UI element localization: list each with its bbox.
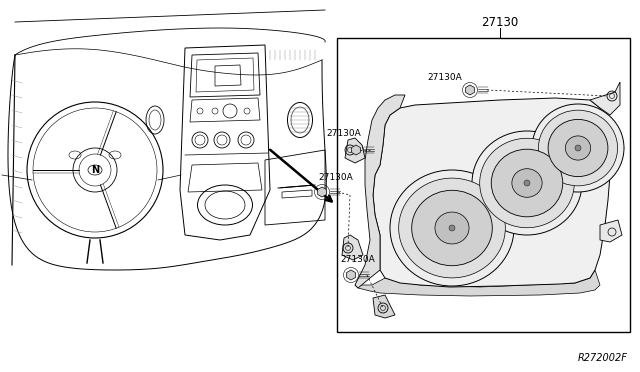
- Ellipse shape: [435, 212, 469, 244]
- Polygon shape: [466, 85, 474, 95]
- Text: 27130: 27130: [481, 16, 518, 29]
- Circle shape: [524, 180, 530, 186]
- Polygon shape: [590, 82, 620, 115]
- Polygon shape: [373, 295, 395, 318]
- Circle shape: [575, 145, 581, 151]
- Ellipse shape: [532, 104, 624, 192]
- Ellipse shape: [472, 131, 582, 235]
- Polygon shape: [600, 220, 622, 242]
- Text: 27130A: 27130A: [340, 256, 376, 264]
- Ellipse shape: [399, 178, 506, 278]
- Text: 27130A: 27130A: [319, 173, 353, 183]
- Text: R272002F: R272002F: [578, 353, 628, 363]
- Polygon shape: [373, 98, 610, 287]
- Text: 27130A: 27130A: [326, 128, 362, 138]
- Ellipse shape: [548, 119, 608, 177]
- Polygon shape: [345, 138, 365, 163]
- Ellipse shape: [512, 169, 542, 197]
- Ellipse shape: [492, 149, 563, 217]
- Polygon shape: [351, 145, 360, 155]
- Circle shape: [449, 225, 455, 231]
- Polygon shape: [317, 187, 326, 197]
- Polygon shape: [342, 235, 363, 260]
- Polygon shape: [355, 270, 600, 296]
- Polygon shape: [355, 95, 405, 288]
- Text: N: N: [91, 165, 99, 175]
- Polygon shape: [347, 270, 355, 280]
- Ellipse shape: [412, 190, 492, 266]
- Ellipse shape: [480, 138, 574, 228]
- Ellipse shape: [390, 170, 514, 286]
- Ellipse shape: [565, 136, 591, 160]
- Bar: [337, 38, 630, 332]
- Ellipse shape: [538, 110, 618, 186]
- Text: 27130A: 27130A: [428, 74, 462, 83]
